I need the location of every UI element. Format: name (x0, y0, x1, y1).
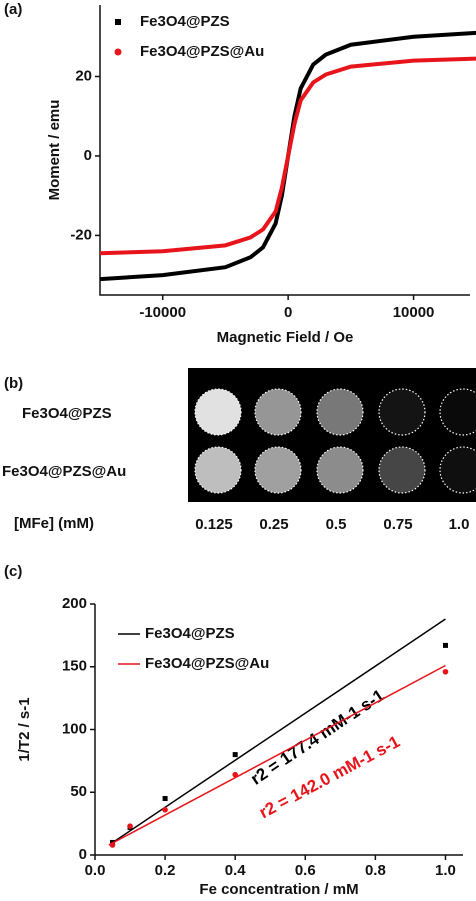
x-tick-label: 0.8 (365, 862, 386, 879)
x-axis-label: Magnetic Field / Oe (217, 329, 354, 346)
x-tick-label: 10000 (393, 304, 435, 321)
y-tick-label: 150 (62, 658, 87, 675)
mri-sample (195, 447, 241, 493)
mri-sample (317, 389, 363, 435)
data-point (163, 796, 168, 801)
data-point (443, 669, 449, 675)
x-tick-label: 1.0 (435, 862, 456, 879)
panel-label: (b) (4, 375, 23, 392)
panel-label: (a) (4, 1, 22, 18)
panel-label: (c) (4, 563, 22, 580)
mri-sample (255, 389, 301, 435)
y-tick-label: 50 (70, 783, 87, 800)
concentration-label: [MFe] (mM) (14, 515, 94, 532)
y-tick-label: 0 (84, 147, 92, 164)
data-point (233, 752, 238, 757)
x-tick-label: -10000 (139, 304, 186, 321)
hysteresis-curve (100, 59, 476, 254)
legend-marker (115, 49, 122, 56)
legend-label: Fe3O4@PZS@Au (140, 43, 264, 60)
x-tick-label: 0 (284, 304, 292, 321)
y-tick-label: 20 (75, 67, 92, 84)
mri-sample (195, 389, 241, 435)
legend-label: Fe3O4@PZS (145, 625, 235, 642)
mri-sample (317, 447, 363, 493)
row-label: Fe3O4@PZS@Au (2, 463, 126, 480)
x-tick-label: 0.0 (85, 862, 106, 879)
figure: (b) [MFe] (mM) Fe3O4@PZS Fe3O4@PZS@Au 0.12… (0, 0, 476, 901)
mri-sample (379, 447, 425, 493)
y-tick-label: 200 (62, 595, 87, 612)
data-point (127, 823, 133, 829)
column-label: 1.0 (449, 516, 470, 533)
data-point (443, 643, 448, 648)
mri-sample (379, 389, 425, 435)
row-label: Fe3O4@PZS (22, 405, 112, 422)
column-label: 0.75 (383, 516, 412, 533)
column-label: 0.25 (259, 516, 288, 533)
data-point (232, 772, 238, 778)
data-point (110, 842, 116, 848)
y-axis-label: Moment / emu (46, 100, 63, 201)
legend-label: Fe3O4@PZS@Au (145, 655, 269, 672)
x-tick-label: 0.2 (155, 862, 176, 879)
data-point (162, 807, 168, 813)
x-tick-label: 0.4 (225, 862, 247, 879)
annotation: r2 = 142.0 mM-1 s-1 (256, 732, 403, 822)
x-tick-label: 0.6 (295, 862, 316, 879)
mri-sample (255, 447, 301, 493)
y-tick-label: 0 (79, 846, 87, 863)
y-axis-label: 1/T2 / s-1 (16, 697, 33, 761)
column-label: 0.125 (195, 516, 233, 533)
fit-line (109, 665, 445, 844)
y-tick-label: -20 (70, 226, 92, 243)
x-axis-label: Fe concentration / mM (199, 881, 358, 898)
column-label: 0.5 (326, 516, 347, 533)
legend-label: Fe3O4@PZS (140, 13, 230, 30)
y-tick-label: 100 (62, 720, 87, 737)
legend-marker (115, 19, 121, 25)
